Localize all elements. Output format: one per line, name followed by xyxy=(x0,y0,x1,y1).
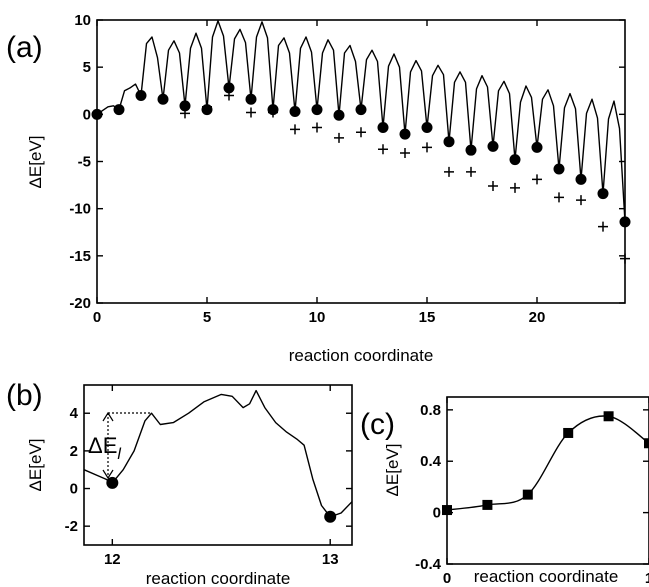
point-circle-a-14 xyxy=(399,128,411,140)
x-tick-label-a-0: 0 xyxy=(93,309,101,326)
point-circle-a-6 xyxy=(223,82,235,94)
point-circle-b-1 xyxy=(324,510,337,523)
point-plus-a-10 xyxy=(400,148,410,159)
point-plus-a-17 xyxy=(554,192,564,203)
panel-a-ylabel: ΔE[eV] xyxy=(26,136,45,189)
point-circle-a-1 xyxy=(113,104,125,116)
series-line-a xyxy=(96,20,626,222)
point-plus-a-7 xyxy=(334,132,344,143)
y-tick-label-c-1: 0 xyxy=(433,505,441,522)
panel-a-label: (a) xyxy=(6,31,43,64)
panel-c-label: (c) xyxy=(360,408,395,441)
panel-b-frame xyxy=(83,384,353,546)
y-tick-label-a-3: -5 xyxy=(78,154,91,171)
point-plus-a-1 xyxy=(202,101,212,112)
delta-e-annotation: ΔEl xyxy=(88,411,150,480)
point-plus-a-0 xyxy=(180,108,190,119)
y-tick-label-b-2: 2 xyxy=(70,443,78,460)
point-circle-a-0 xyxy=(91,108,103,120)
point-plus-a-5 xyxy=(290,124,300,135)
x-tick-label-c-0: 0 xyxy=(443,570,451,587)
point-square-c-5 xyxy=(644,438,649,449)
delta-e-label: ΔEl xyxy=(88,433,121,463)
x-tick-label-b-0: 12 xyxy=(104,551,121,568)
point-circle-a-4 xyxy=(179,100,191,112)
panel-a: (a) 0 5 10 15 20 -20 -15 -10 -5 0 5 10 reaction coo… xyxy=(6,12,631,365)
panel-b: (b) 12 13 -2 0 2 4 ΔEl reaction coordinate ΔE… xyxy=(6,379,353,587)
point-circle-b-0 xyxy=(106,476,119,489)
point-plus-a-12 xyxy=(444,166,454,177)
y-tick-label-b-3: 4 xyxy=(70,405,79,422)
point-square-c-4 xyxy=(603,411,614,422)
x-tick-label-b-1: 13 xyxy=(322,551,339,568)
point-circle-a-11 xyxy=(333,109,345,121)
panel-c: (c) 01-0.400.40.8 reaction coordinate ΔE… xyxy=(360,396,649,587)
point-circle-a-18 xyxy=(487,140,499,152)
series-curve-c xyxy=(446,415,649,511)
point-circle-a-23 xyxy=(597,188,609,200)
point-plus-a-4 xyxy=(268,107,278,118)
x-tick-label-a-3: 15 xyxy=(419,309,436,326)
panel-a-frame xyxy=(96,19,626,304)
point-plus-a-15 xyxy=(510,182,520,193)
panel-c-ylabel: ΔE[eV] xyxy=(383,444,402,497)
point-plus-a-9 xyxy=(378,144,388,155)
point-plus-a-16 xyxy=(532,174,542,185)
point-circle-a-12 xyxy=(355,104,367,116)
x-tick-label-a-2: 10 xyxy=(309,309,326,326)
point-circle-a-13 xyxy=(377,122,389,134)
arrow-down-icon xyxy=(102,469,114,480)
point-square-c-3 xyxy=(563,427,574,438)
point-square-c-2 xyxy=(522,489,533,500)
point-plus-a-6 xyxy=(312,122,322,133)
point-circle-a-24 xyxy=(619,216,631,228)
point-circle-a-15 xyxy=(421,122,433,134)
y-tick-label-c-2: 0.4 xyxy=(420,453,442,470)
series-line-b xyxy=(83,389,353,518)
point-circle-a-9 xyxy=(289,106,301,118)
y-tick-label-a-0: -20 xyxy=(69,295,91,312)
point-plus-a-18 xyxy=(576,195,586,206)
arrow-up-icon xyxy=(102,411,114,422)
panel-b-ylabel: ΔE[eV] xyxy=(26,439,45,492)
y-tick-label-a-4: 0 xyxy=(83,106,91,123)
point-square-c-0 xyxy=(442,505,452,516)
point-circle-a-7 xyxy=(245,93,257,105)
point-circle-a-2 xyxy=(135,89,147,101)
point-plus-a-3 xyxy=(246,107,256,118)
y-tick-label-a-2: -10 xyxy=(69,201,91,218)
point-circle-a-20 xyxy=(531,141,543,153)
panel-b-xlabel: reaction coordinate xyxy=(146,569,291,587)
point-circle-a-3 xyxy=(157,93,169,105)
y-tick-label-c-0: -0.4 xyxy=(415,556,442,573)
point-circle-a-21 xyxy=(553,163,565,175)
point-plus-a-13 xyxy=(466,166,476,177)
panel-c-frame xyxy=(446,396,649,565)
panel-c-xlabel: reaction coordinate xyxy=(474,567,619,586)
point-plus-a-14 xyxy=(488,181,498,192)
y-tick-label-b-0: -2 xyxy=(65,518,78,535)
point-square-c-1 xyxy=(482,499,493,510)
y-tick-label-a-6: 10 xyxy=(74,12,91,29)
point-plus-a-2 xyxy=(224,90,234,101)
x-tick-label-a-1: 5 xyxy=(203,309,211,326)
point-circle-a-16 xyxy=(443,136,455,148)
panel-a-xlabel: reaction coordinate xyxy=(289,346,434,365)
y-tick-label-a-5: 5 xyxy=(83,59,91,76)
point-plus-a-20 xyxy=(620,253,630,264)
x-tick-label-a-4: 20 xyxy=(529,309,546,326)
x-tick-label-c-1: 1 xyxy=(645,570,649,587)
y-tick-label-a-1: -15 xyxy=(69,248,91,265)
point-plus-a-11 xyxy=(422,142,432,153)
point-circle-a-22 xyxy=(575,173,587,185)
y-tick-label-c-3: 0.8 xyxy=(420,402,441,419)
point-circle-a-10 xyxy=(311,104,323,116)
point-circle-a-17 xyxy=(465,144,477,156)
point-plus-a-8 xyxy=(356,127,366,138)
point-circle-a-19 xyxy=(509,154,521,166)
point-plus-a-19 xyxy=(598,221,608,232)
panel-b-label: (b) xyxy=(6,379,43,412)
y-tick-label-b-1: 0 xyxy=(70,481,78,498)
